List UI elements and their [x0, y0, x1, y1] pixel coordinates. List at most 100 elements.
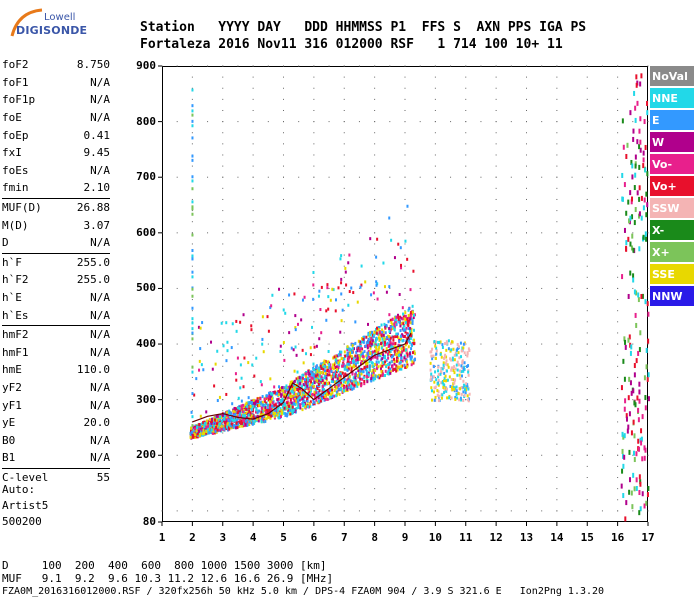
echo-mark	[630, 490, 633, 496]
echo-mark	[356, 354, 359, 358]
echo-mark	[460, 370, 463, 374]
echo-mark	[388, 349, 391, 353]
echo-mark	[347, 381, 350, 385]
echo-mark	[214, 422, 217, 426]
echo-mark	[412, 269, 415, 273]
echo-mark	[246, 423, 249, 427]
echo-mark	[351, 350, 354, 354]
x-tick-label: 12	[489, 531, 503, 544]
echo-mark	[377, 351, 380, 355]
legend-item-vo-: Vo-	[650, 154, 694, 176]
echo-mark	[354, 381, 357, 385]
echo-mark	[291, 407, 294, 411]
echo-mark	[400, 266, 403, 270]
echo-mark	[445, 369, 448, 373]
x-tick-label: 6	[310, 531, 318, 544]
echo-mark	[434, 344, 437, 348]
echo-mark	[218, 426, 221, 430]
echo-mark	[404, 311, 407, 315]
echo-mark	[213, 424, 216, 428]
echo-mark	[398, 361, 401, 365]
echo-mark	[638, 128, 641, 134]
echo-mark	[236, 411, 239, 415]
echo-mark	[261, 409, 264, 413]
echo-mark	[640, 73, 643, 79]
echo-mark	[289, 391, 292, 395]
echo-mark	[253, 374, 256, 378]
echo-mark	[189, 435, 192, 439]
echo-mark	[340, 378, 343, 382]
echo-mark	[309, 389, 312, 393]
autoscale-label: Auto:	[2, 483, 36, 496]
echo-mark	[467, 364, 470, 368]
echo-mark	[460, 374, 463, 378]
echo-mark	[220, 419, 223, 423]
legend-item-e: E	[650, 110, 694, 132]
echo-mark	[313, 384, 316, 388]
echo-mark	[639, 506, 642, 512]
echo-mark	[276, 391, 279, 395]
echo-mark	[647, 372, 650, 378]
echo-mark	[347, 303, 350, 307]
echo-mark	[623, 433, 626, 439]
echo-mark	[306, 376, 309, 380]
echo-mark	[433, 380, 436, 384]
echo-mark	[406, 354, 409, 358]
echo-mark	[312, 271, 315, 275]
echo-mark	[633, 433, 636, 439]
echo-mark	[627, 199, 630, 205]
echo-mark	[318, 366, 321, 370]
echo-mark	[299, 406, 302, 410]
echo-mark	[433, 386, 436, 390]
echo-mark	[360, 362, 363, 366]
echo-mark	[384, 331, 387, 335]
echo-mark	[191, 88, 194, 92]
echo-mark	[636, 395, 639, 401]
echo-mark	[297, 397, 300, 401]
echo-mark	[279, 407, 282, 411]
echo-mark	[637, 417, 640, 423]
echo-mark	[378, 376, 381, 380]
echo-mark	[643, 375, 646, 381]
param-value: 110.0	[76, 363, 110, 377]
param-name: h`F2	[2, 273, 29, 287]
echo-mark	[457, 363, 460, 367]
echo-mark	[369, 341, 372, 345]
echo-mark	[317, 379, 320, 383]
echo-mark	[392, 338, 395, 342]
echo-mark	[312, 362, 315, 366]
echo-mark	[357, 369, 360, 373]
echo-mark	[218, 428, 221, 432]
echo-mark	[382, 343, 385, 347]
echo-mark	[198, 368, 201, 372]
echo-mark	[443, 391, 446, 395]
echo-mark	[392, 368, 395, 372]
echo-mark	[629, 350, 632, 356]
echo-mark	[632, 273, 635, 279]
param-value: N/A	[90, 328, 110, 342]
echo-mark	[360, 347, 363, 351]
echo-mark	[201, 433, 204, 437]
echo-mark	[191, 294, 194, 298]
x-tick-label: 16	[611, 531, 625, 544]
echo-mark	[625, 153, 628, 159]
echo-mark	[440, 355, 443, 359]
echo-mark	[623, 406, 626, 412]
echo-mark	[453, 365, 456, 369]
echo-mark	[224, 425, 227, 429]
x-tick-label: 9	[401, 531, 409, 544]
echo-mark	[370, 379, 373, 383]
echo-mark	[325, 372, 328, 376]
echo-mark	[344, 380, 347, 384]
echo-mark	[384, 360, 387, 364]
echo-mark	[302, 394, 305, 398]
echo-mark	[430, 389, 433, 393]
echo-mark	[255, 410, 258, 414]
echo-mark	[316, 393, 319, 397]
echo-mark	[247, 402, 250, 406]
echo-mark	[394, 335, 397, 339]
echo-mark	[263, 397, 266, 401]
echo-mark	[433, 340, 436, 344]
param-row: D N/A	[2, 234, 110, 252]
param-row: foF1 N/A	[2, 74, 110, 92]
